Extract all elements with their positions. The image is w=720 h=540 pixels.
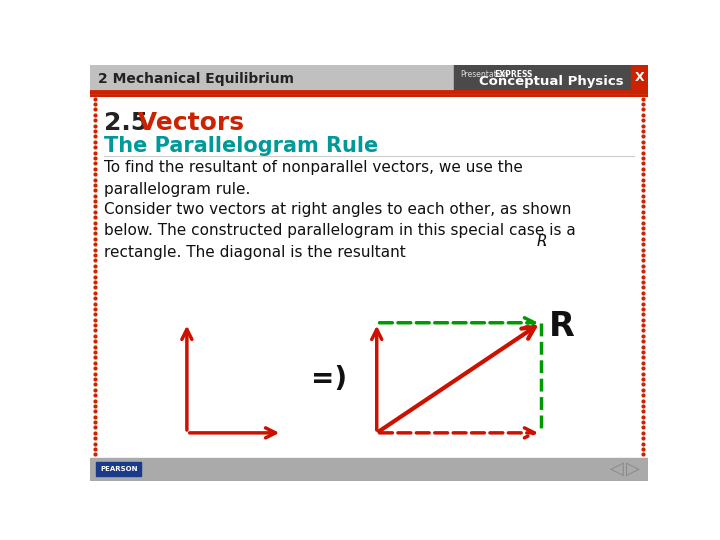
Text: R: R (536, 234, 547, 249)
Text: Consider two vectors at right angles to each other, as shown
below. The construc: Consider two vectors at right angles to … (104, 202, 576, 260)
Text: Conceptual Physics: Conceptual Physics (479, 75, 624, 88)
Bar (90, 457, 648, 481)
Text: R: R (549, 309, 575, 343)
Bar (631, 65, 648, 90)
Text: The Parallelogram Rule: The Parallelogram Rule (104, 136, 378, 156)
Text: X: X (634, 71, 644, 84)
Bar (90, 65, 648, 92)
Text: PEARSON: PEARSON (100, 466, 138, 472)
Text: Presentation: Presentation (461, 70, 509, 79)
Bar (96, 462, 141, 476)
Text: EXPRESS: EXPRESS (495, 70, 533, 79)
Text: =): =) (310, 365, 347, 393)
Text: .: . (542, 234, 546, 249)
Text: ◁: ◁ (610, 460, 624, 478)
Text: ▷: ▷ (626, 460, 639, 478)
Text: To find the resultant of nonparallel vectors, we use the
parallelogram rule.: To find the resultant of nonparallel vec… (104, 160, 523, 197)
Text: Vectors: Vectors (129, 111, 244, 135)
Text: 2 Mechanical Equilibrium: 2 Mechanical Equilibrium (98, 72, 294, 86)
Bar (454, 65, 648, 92)
Text: 2.5: 2.5 (104, 111, 148, 135)
